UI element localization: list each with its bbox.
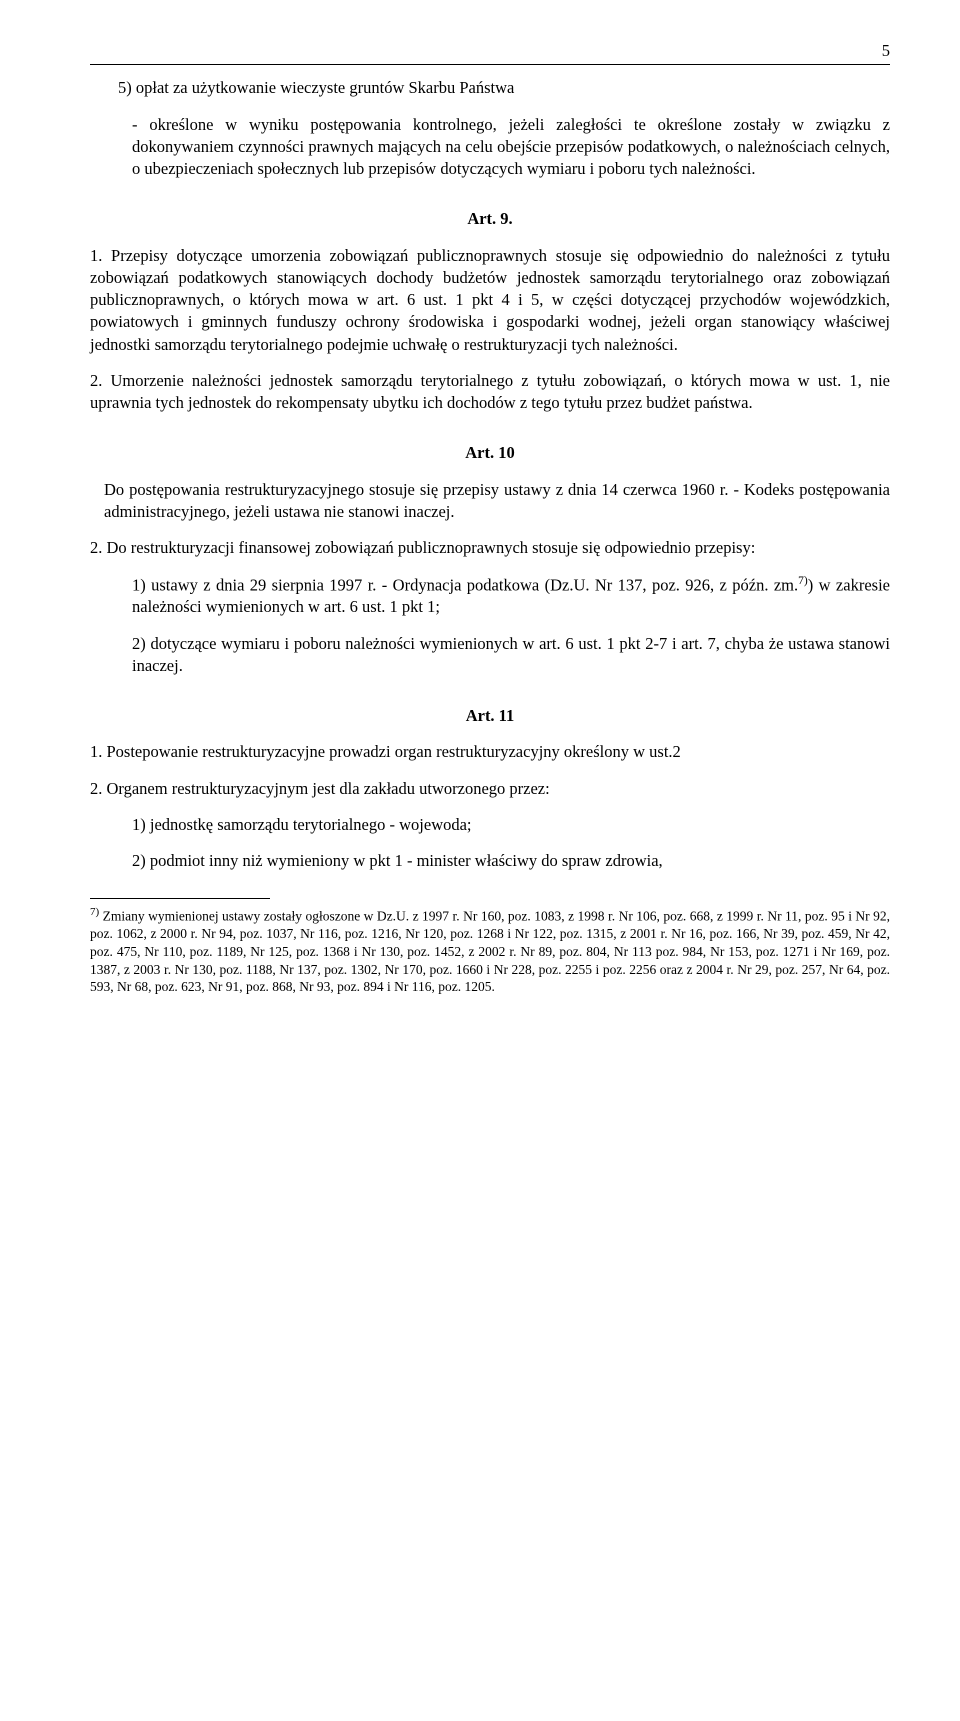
art-11-sub-2: 2) podmiot inny niż wymieniony w pkt 1 -… — [132, 850, 890, 872]
art-11-para-1: 1. Postepowanie restrukturyzacyjne prowa… — [90, 741, 890, 763]
footnote-ref-7: 7) — [798, 575, 808, 587]
item-5-lead: 5) opłat za użytkowanie wieczyste gruntó… — [118, 77, 890, 99]
art-9-heading: Art. 9. — [90, 208, 890, 230]
art-10-sub-1: 1) ustawy z dnia 29 sierpnia 1997 r. - O… — [132, 574, 890, 619]
art-11-heading: Art. 11 — [90, 705, 890, 727]
art-11-para-2: 2. Organem restrukturyzacyjnym jest dla … — [90, 778, 890, 800]
art-9-para-1: 1. Przepisy dotyczące umorzenia zobowiąz… — [90, 245, 890, 356]
item-5: 5) opłat za użytkowanie wieczyste gruntó… — [118, 77, 890, 180]
footnote-marker: 7) — [90, 906, 99, 918]
top-rule — [90, 64, 890, 65]
art-10-para-1: Do postępowania restrukturyzacyjnego sto… — [104, 479, 890, 524]
art-9-para-2: 2. Umorzenie należności jednostek samorz… — [90, 370, 890, 415]
page-number: 5 — [90, 40, 890, 62]
art-10-sub-1-a: 1) ustawy z dnia 29 sierpnia 1997 r. - O… — [132, 575, 798, 594]
art-10-heading: Art. 10 — [90, 442, 890, 464]
footnote-rule — [90, 898, 270, 899]
footnote-7: 7) Zmiany wymienionej ustawy zostały ogł… — [90, 905, 890, 995]
art-10-para-2: 2. Do restrukturyzacji finansowej zobowi… — [90, 537, 890, 559]
item-5-body: - określone w wyniku postępowania kontro… — [132, 114, 890, 181]
footnote-text: Zmiany wymienionej ustawy zostały ogłosz… — [90, 909, 890, 994]
art-11-sub-1: 1) jednostkę samorządu terytorialnego - … — [132, 814, 890, 836]
art-10-sub-2: 2) dotyczące wymiaru i poboru należności… — [132, 633, 890, 678]
